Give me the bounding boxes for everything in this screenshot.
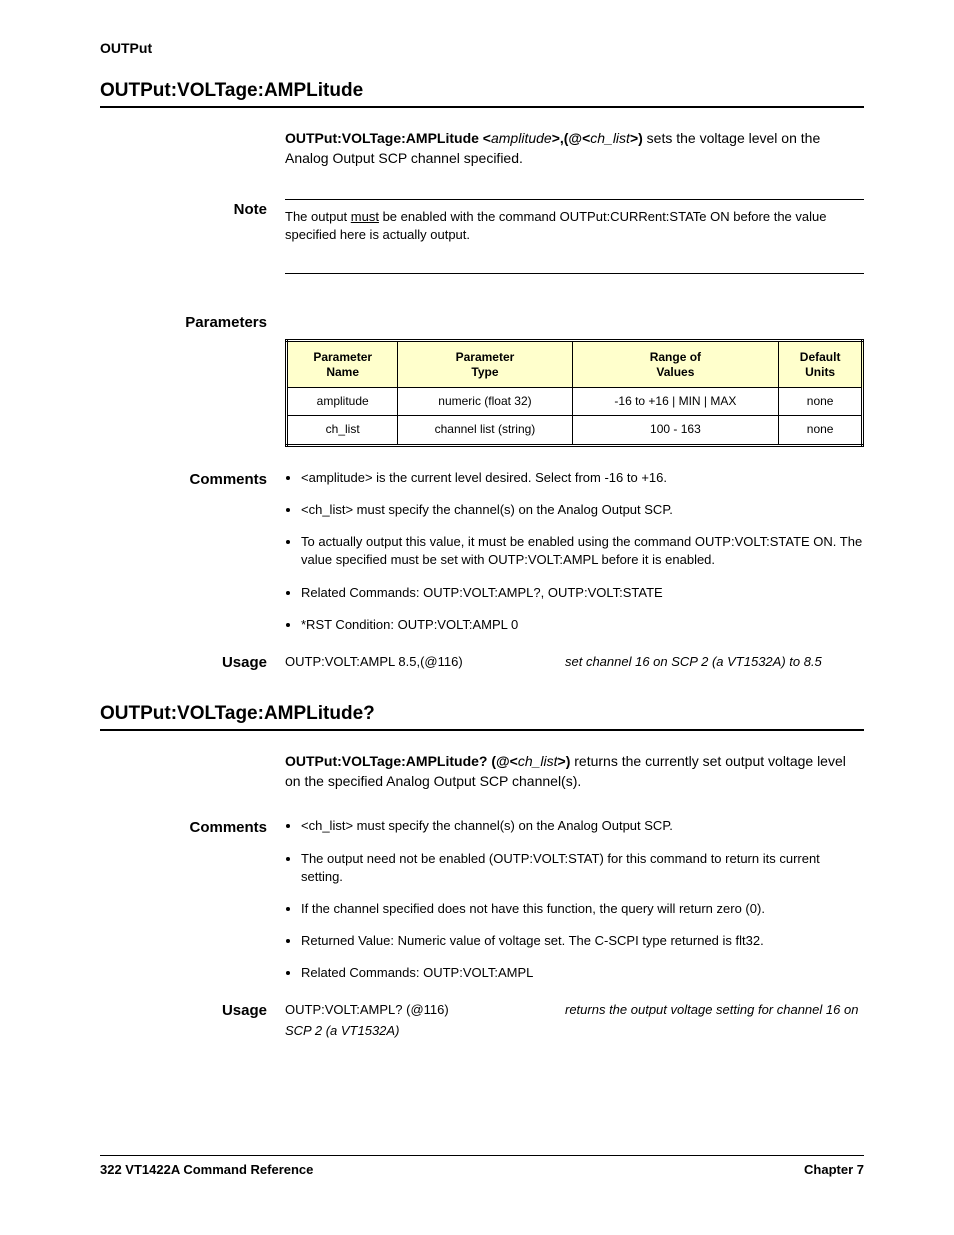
usage-cmd: OUTP:VOLT:AMPL 8.5,(@116) — [285, 652, 565, 673]
footer-rule — [100, 1155, 864, 1156]
comment-item: To actually output this value, it must b… — [301, 533, 864, 569]
note-prefix: The output must be enabled with the comm… — [285, 209, 826, 243]
footer-left: 322 VT1422A Command Reference — [100, 1162, 313, 1177]
table-row: amplitude numeric (float 32) -16 to +16 … — [287, 388, 863, 416]
parameters-table: ParameterName ParameterType Range ofValu… — [285, 339, 864, 447]
comment-item: <ch_list> must specify the channel(s) on… — [301, 817, 864, 835]
td: channel list (string) — [398, 416, 572, 445]
usage-label: Usage — [100, 1000, 285, 1019]
page-header: OUTPut — [100, 40, 864, 56]
td: none — [779, 388, 863, 416]
section2-syntax: OUTPut:VOLTage:AMPLitude? (@<ch_list>) r… — [285, 751, 864, 792]
syntax-part: >,(@< — [552, 130, 591, 146]
parameters-label: Parameters — [100, 312, 285, 331]
note-label: Note — [100, 199, 285, 218]
syntax-part: ch_list — [518, 753, 558, 769]
th-type: ParameterType — [398, 341, 572, 388]
footer-right: Chapter 7 — [804, 1162, 864, 1177]
comments-label: Comments — [100, 469, 285, 488]
syntax-part: amplitude — [491, 130, 552, 146]
syntax-part: ch_list — [590, 130, 630, 146]
td: 100 - 163 — [572, 416, 779, 445]
td: amplitude — [287, 388, 398, 416]
th-range: Range ofValues — [572, 341, 779, 388]
comments-label: Comments — [100, 817, 285, 836]
section1-title: OUTPut:VOLTage:AMPLitude — [100, 80, 864, 102]
comment-item: Related Commands: OUTP:VOLT:AMPL?, OUTP:… — [301, 584, 864, 602]
comment-item: If the channel specified does not have t… — [301, 900, 864, 918]
usage-cmd: OUTP:VOLT:AMPL? (@116) — [285, 1000, 565, 1021]
td: none — [779, 416, 863, 445]
table-row: ch_list channel list (string) 100 - 163 … — [287, 416, 863, 445]
comment-item: The output need not be enabled (OUTP:VOL… — [301, 850, 864, 886]
comment-item: <amplitude> is the current level desired… — [301, 469, 864, 487]
syntax-part: OUTPut:VOLTage:AMPLitude < — [285, 130, 491, 146]
th-name: ParameterName — [287, 341, 398, 388]
comment-item: <ch_list> must specify the channel(s) on… — [301, 501, 864, 519]
section2-comments: <ch_list> must specify the channel(s) on… — [285, 817, 864, 982]
page-footer: 322 VT1422A Command Reference Chapter 7 — [100, 1155, 864, 1177]
syntax-part: OUTPut:VOLTage:AMPLitude? (@< — [285, 753, 518, 769]
syntax-part: >) — [630, 130, 643, 146]
usage-label: Usage — [100, 652, 285, 671]
comment-item: Related Commands: OUTP:VOLT:AMPL — [301, 964, 864, 982]
comment-item: Returned Value: Numeric value of voltage… — [301, 932, 864, 950]
empty-label — [100, 751, 285, 753]
section2-usage: OUTP:VOLT:AMPL? (@116)returns the output… — [285, 1000, 864, 1042]
usage-desc: set channel 16 on SCP 2 (a VT1532A) to 8… — [565, 654, 822, 669]
section2-rule — [100, 729, 864, 731]
td: numeric (float 32) — [398, 388, 572, 416]
note-content: The output must be enabled with the comm… — [285, 199, 864, 275]
empty-label — [100, 128, 285, 130]
section1-usage: OUTP:VOLT:AMPL 8.5,(@116)set channel 16 … — [285, 652, 864, 673]
comment-item: *RST Condition: OUTP:VOLT:AMPL 0 — [301, 616, 864, 634]
th-units: DefaultUnits — [779, 341, 863, 388]
note-box: The output must be enabled with the comm… — [285, 199, 864, 275]
section1-syntax: OUTPut:VOLTage:AMPLitude <amplitude>,(@<… — [285, 128, 864, 169]
syntax-part: >) — [558, 753, 571, 769]
section1-comments: <amplitude> is the current level desired… — [285, 469, 864, 634]
section2-title: OUTPut:VOLTage:AMPLitude? — [100, 703, 864, 725]
td: -16 to +16 | MIN | MAX — [572, 388, 779, 416]
td: ch_list — [287, 416, 398, 445]
section1-rule — [100, 106, 864, 108]
